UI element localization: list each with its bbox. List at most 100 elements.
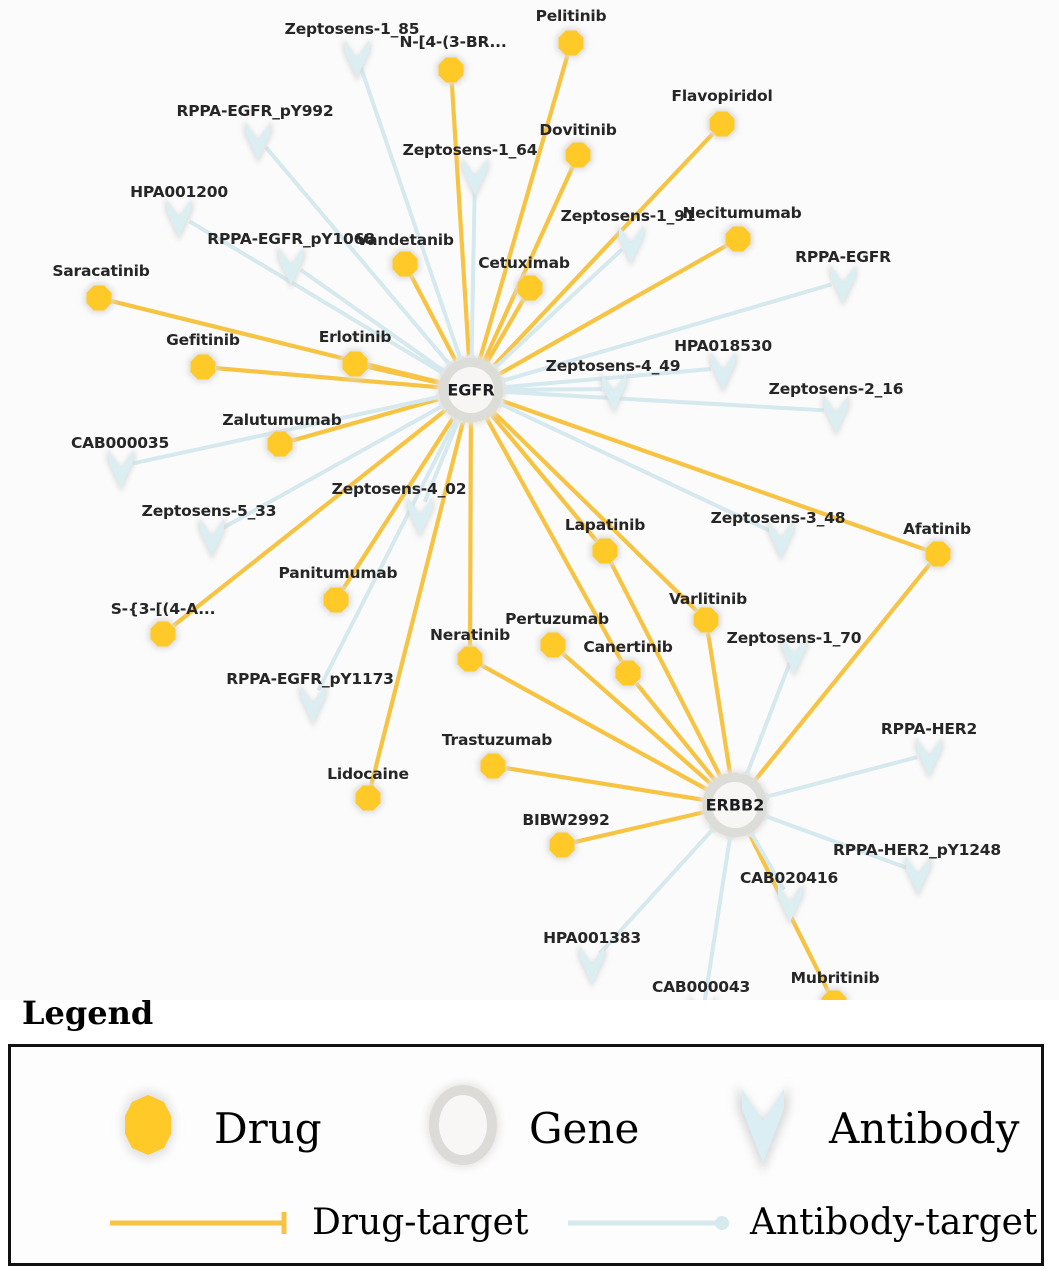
drug-target-edge: [484, 298, 526, 366]
network-graph-svg[interactable]: [0, 0, 1059, 1000]
antibody-node[interactable]: [298, 683, 328, 727]
antibody-node[interactable]: [821, 393, 851, 437]
gene-node-layer[interactable]: [436, 355, 770, 840]
antibody-target-edge: [762, 813, 908, 870]
antibody-target-edge: [422, 416, 462, 503]
drug-node[interactable]: [264, 428, 296, 460]
drug-node[interactable]: [690, 604, 722, 636]
antibody-node-shape: [167, 200, 191, 237]
drug-node[interactable]: [562, 139, 594, 171]
drug-node[interactable]: [147, 618, 179, 650]
antibody-target-edge: [491, 247, 624, 372]
drug-node[interactable]: [514, 272, 546, 304]
legend-item-antibody: Antibody: [711, 1077, 1019, 1181]
drug-node[interactable]: [722, 223, 754, 255]
drug-target-edge: [498, 397, 927, 552]
antibody-node[interactable]: [688, 994, 718, 1000]
antibody-icon: [737, 1085, 789, 1173]
network-canvas: Zeptosens-1_85 RPPA-EGFR_pY992 Zeptosens-1…: [0, 0, 1059, 1000]
drug-node[interactable]: [435, 54, 467, 86]
drug-node-shape: [558, 30, 584, 56]
drug-target-edge: [369, 418, 466, 786]
antibody-node[interactable]: [243, 120, 273, 164]
antibody-target-edge: [499, 282, 833, 384]
antibody-node[interactable]: [460, 156, 490, 200]
drug-target-edge: [705, 632, 733, 776]
drug-node-layer[interactable]: [83, 27, 954, 1000]
drug-node[interactable]: [589, 535, 621, 567]
drug-node-shape: [323, 587, 349, 613]
antibody-node[interactable]: [708, 350, 738, 394]
legend-item-drug: Drug: [96, 1077, 322, 1181]
antibody-node-shape: [782, 637, 806, 674]
antibody-node[interactable]: [276, 245, 306, 289]
gene-node[interactable]: [436, 355, 506, 425]
legend-item-antibody-target: Antibody-target: [564, 1205, 1037, 1241]
drug-target-edge: [291, 396, 443, 443]
drug-node-shape: [392, 251, 418, 277]
drug-target-edge-icon: [110, 1212, 287, 1234]
drug-target-edge: [477, 54, 570, 362]
drug-node-shape: [549, 832, 575, 858]
drug-node-shape: [540, 632, 566, 658]
antibody-node[interactable]: [577, 944, 607, 988]
antibody-node[interactable]: [197, 516, 227, 560]
drug-target-edge: [367, 364, 443, 386]
antibody-target-edge: [316, 415, 460, 692]
antibody-node[interactable]: [106, 448, 136, 492]
antibody-node[interactable]: [828, 263, 858, 307]
antibody-node-shape: [619, 226, 643, 263]
drug-node-shape: [565, 142, 591, 168]
drug-node[interactable]: [454, 643, 486, 675]
antibody-node-shape: [917, 739, 941, 776]
drug-node[interactable]: [352, 782, 384, 814]
drug-node[interactable]: [546, 829, 578, 861]
drug-node[interactable]: [320, 584, 352, 616]
antibody-node[interactable]: [766, 518, 796, 562]
antibody-node[interactable]: [342, 38, 372, 82]
drug-node[interactable]: [555, 27, 587, 59]
drug-target-edge: [490, 132, 715, 370]
antibody-node[interactable]: [914, 736, 944, 780]
antibody-node-shape: [279, 248, 303, 285]
drug-node[interactable]: [818, 987, 850, 1000]
antibody-target-edge: [500, 389, 825, 413]
antibody-target-edge: [598, 825, 717, 955]
antibody-node[interactable]: [164, 197, 194, 241]
drug-node[interactable]: [706, 108, 738, 140]
antibody-target-edge: [497, 400, 771, 533]
antibody-node[interactable]: [599, 371, 629, 415]
drug-node[interactable]: [612, 657, 644, 689]
antibody-target-edge: [743, 662, 792, 778]
antibody-node[interactable]: [903, 854, 933, 898]
drug-node[interactable]: [339, 348, 371, 380]
drug-node[interactable]: [83, 282, 115, 314]
antibody-node-layer[interactable]: [106, 38, 944, 1000]
drug-target-edge: [561, 652, 714, 787]
drug-node[interactable]: [477, 750, 509, 782]
drug-node[interactable]: [537, 629, 569, 661]
drug-node-shape: [267, 431, 293, 457]
drug-target-edge: [609, 561, 724, 780]
drug-node-shape: [438, 57, 464, 83]
drug-target-edge: [480, 663, 710, 793]
antibody-node-shape: [463, 159, 487, 196]
drug-node[interactable]: [187, 351, 219, 383]
antibody-target-edge: [299, 268, 448, 375]
antibody-node[interactable]: [779, 634, 809, 678]
antibody-node[interactable]: [775, 882, 805, 926]
gene-node[interactable]: [700, 770, 770, 840]
legend-label-drug-target: Drug-target: [312, 1202, 529, 1243]
drug-node-shape: [709, 111, 735, 137]
antibody-node[interactable]: [405, 495, 435, 539]
drug-target-edge: [341, 414, 457, 591]
drug-target-edge: [574, 809, 707, 845]
gene-node-label: ERBB2: [705, 795, 765, 815]
drug-target-edge: [409, 274, 459, 365]
legend-item-gene: Gene: [411, 1077, 639, 1181]
antibody-target-edge: [358, 66, 464, 363]
drug-node[interactable]: [389, 248, 421, 280]
antibody-node[interactable]: [616, 223, 646, 267]
drug-node[interactable]: [922, 538, 954, 570]
gene-icon: [427, 1083, 499, 1167]
